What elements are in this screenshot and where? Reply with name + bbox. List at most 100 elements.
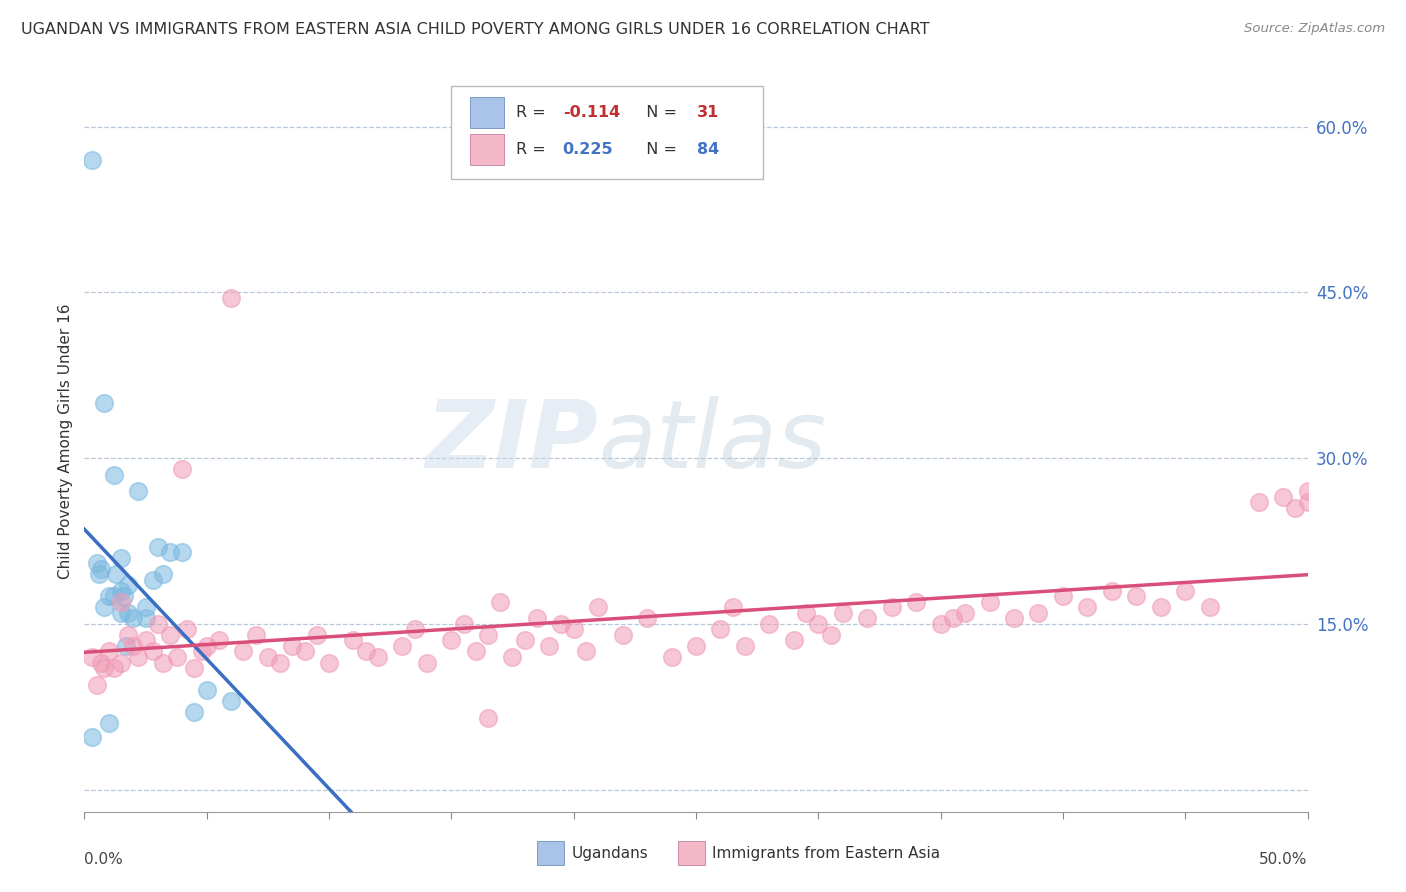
Text: atlas: atlas xyxy=(598,396,827,487)
Point xyxy=(86,556,108,570)
Point xyxy=(942,611,965,625)
Point xyxy=(219,694,242,708)
Point xyxy=(183,661,205,675)
FancyBboxPatch shape xyxy=(537,841,564,865)
Point xyxy=(661,650,683,665)
Point xyxy=(110,606,132,620)
Point xyxy=(1101,583,1123,598)
Point xyxy=(685,639,707,653)
Text: 50.0%: 50.0% xyxy=(1260,853,1308,867)
Text: N =: N = xyxy=(636,142,682,157)
Point xyxy=(135,633,157,648)
Point xyxy=(127,650,149,665)
Point xyxy=(1296,484,1319,499)
Point xyxy=(1247,495,1270,509)
Point xyxy=(794,606,817,620)
Point xyxy=(783,633,806,648)
Point xyxy=(1150,600,1173,615)
Point xyxy=(208,633,231,648)
Point xyxy=(245,628,267,642)
Point xyxy=(176,623,198,637)
Point xyxy=(1002,611,1025,625)
Point xyxy=(453,616,475,631)
Point xyxy=(191,644,214,658)
Point xyxy=(1272,490,1295,504)
Point xyxy=(195,639,218,653)
Point xyxy=(117,578,139,592)
Point xyxy=(367,650,389,665)
Point xyxy=(87,567,110,582)
Point xyxy=(1198,600,1220,615)
Point xyxy=(953,606,976,620)
Point xyxy=(166,650,188,665)
Point xyxy=(86,678,108,692)
Point xyxy=(1028,606,1050,620)
Point xyxy=(281,639,304,653)
Point xyxy=(90,656,112,670)
Point xyxy=(257,650,280,665)
Point xyxy=(1076,600,1098,615)
Point xyxy=(538,639,561,653)
Point xyxy=(464,644,486,658)
Point xyxy=(905,595,928,609)
Point xyxy=(146,540,169,554)
Point xyxy=(1125,589,1147,603)
Point xyxy=(112,589,135,603)
Point xyxy=(502,650,524,665)
Point xyxy=(122,611,145,625)
Point xyxy=(80,650,103,665)
Point xyxy=(269,656,291,670)
Text: Immigrants from Eastern Asia: Immigrants from Eastern Asia xyxy=(711,846,941,861)
Point xyxy=(318,656,340,670)
Point xyxy=(831,606,853,620)
Point xyxy=(103,661,125,675)
Text: -0.114: -0.114 xyxy=(562,104,620,120)
Point xyxy=(489,595,512,609)
Text: UGANDAN VS IMMIGRANTS FROM EASTERN ASIA CHILD POVERTY AMONG GIRLS UNDER 16 CORRE: UGANDAN VS IMMIGRANTS FROM EASTERN ASIA … xyxy=(21,22,929,37)
Point xyxy=(110,550,132,565)
Text: 84: 84 xyxy=(697,142,720,157)
Text: ZIP: ZIP xyxy=(425,395,598,488)
Point xyxy=(115,639,138,653)
Point xyxy=(103,589,125,603)
Point xyxy=(880,600,903,615)
Point xyxy=(80,153,103,167)
Point xyxy=(477,711,499,725)
Point xyxy=(80,730,103,744)
Point xyxy=(440,633,463,648)
Point xyxy=(416,656,439,670)
Point xyxy=(1296,495,1319,509)
Point xyxy=(562,623,585,637)
FancyBboxPatch shape xyxy=(470,134,503,165)
Point xyxy=(979,595,1001,609)
Point xyxy=(172,462,194,476)
Point xyxy=(142,573,165,587)
Point xyxy=(526,611,548,625)
Point xyxy=(135,600,157,615)
Point xyxy=(146,616,169,631)
FancyBboxPatch shape xyxy=(678,841,704,865)
Point xyxy=(195,683,218,698)
Point xyxy=(159,545,181,559)
Point xyxy=(219,291,242,305)
Point xyxy=(612,628,634,642)
Point xyxy=(90,561,112,575)
Point xyxy=(856,611,879,625)
Point xyxy=(103,467,125,482)
Point xyxy=(294,644,316,658)
Point xyxy=(159,628,181,642)
Point xyxy=(183,706,205,720)
Point xyxy=(135,611,157,625)
Point xyxy=(127,484,149,499)
Point xyxy=(117,628,139,642)
Point xyxy=(232,644,254,658)
Text: Source: ZipAtlas.com: Source: ZipAtlas.com xyxy=(1244,22,1385,36)
Point xyxy=(172,545,194,559)
Text: N =: N = xyxy=(636,104,682,120)
Point xyxy=(117,606,139,620)
Point xyxy=(1284,500,1306,515)
Point xyxy=(354,644,377,658)
Point xyxy=(709,623,731,637)
Point xyxy=(152,567,174,582)
Text: Ugandans: Ugandans xyxy=(571,846,648,861)
